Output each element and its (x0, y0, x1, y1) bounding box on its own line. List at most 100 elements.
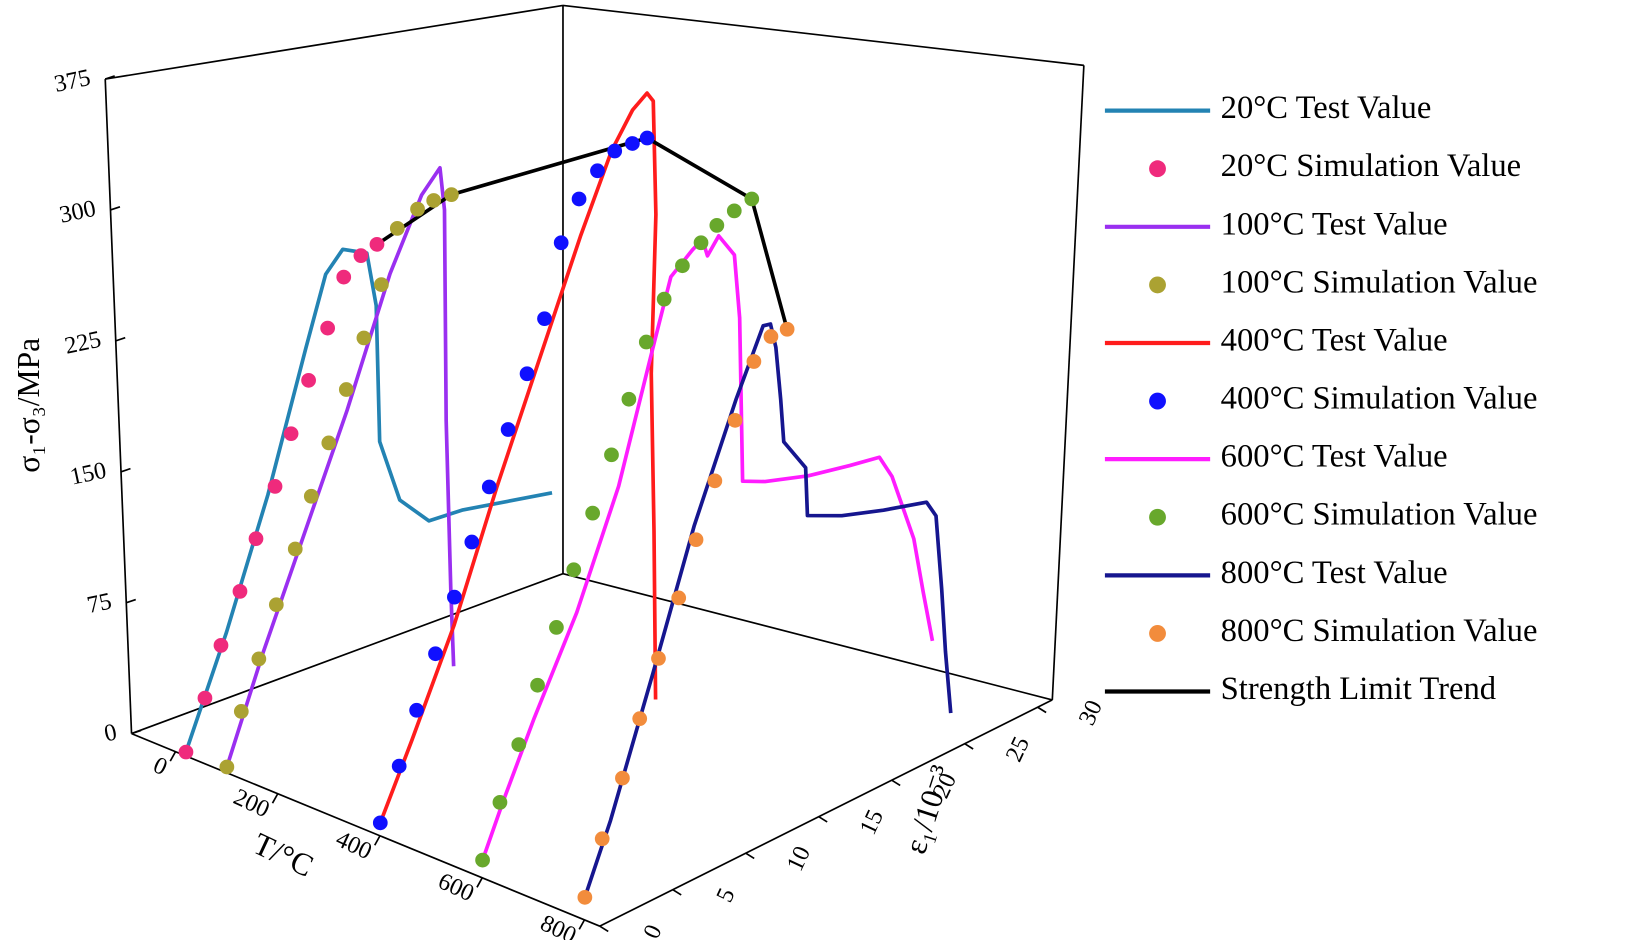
e-tick-mark (599, 925, 609, 933)
legend-label: 20°C Test Value (1221, 90, 1432, 126)
legend-swatch (1149, 160, 1166, 178)
series-point (571, 191, 587, 207)
series-point (604, 447, 619, 463)
y-tick-label: 375 (52, 64, 93, 98)
series-point (372, 815, 388, 831)
series-point (268, 597, 284, 613)
series-point (553, 235, 569, 251)
series-point (197, 690, 213, 706)
e-tick-mark (964, 743, 974, 750)
series-line (583, 322, 953, 898)
series-point (389, 221, 405, 236)
series-point (639, 130, 655, 146)
series-point (219, 759, 235, 775)
series-point (632, 711, 648, 727)
series-point (590, 163, 605, 179)
series-point (779, 321, 795, 337)
series-point (585, 505, 601, 521)
series-point (267, 479, 283, 494)
series-point (353, 248, 369, 264)
series-point (707, 473, 723, 489)
series-point (356, 330, 372, 346)
series-point (519, 366, 535, 382)
series-point (338, 382, 354, 397)
e-tick-label: 15 (854, 806, 889, 839)
legend-swatch (1149, 508, 1166, 526)
legend-label: 20°C Simulation Value (1221, 148, 1522, 184)
legend-label: 600°C Test Value (1221, 439, 1448, 475)
y-tick-mark (115, 336, 126, 342)
frame-line (1051, 65, 1085, 700)
series-point (283, 426, 299, 442)
series-point (374, 277, 389, 292)
y-axis-title: σ₁-σ₃/MPa (11, 338, 46, 473)
series-point (621, 391, 637, 407)
legend-label: 400°C Test Value (1221, 322, 1448, 358)
t-tick-label: 800 (536, 909, 580, 940)
e-tick-mark (818, 815, 828, 823)
t-tick-mark (169, 751, 177, 762)
series-point (369, 236, 385, 252)
series-point (537, 311, 552, 327)
y-tick-label: 150 (68, 457, 109, 491)
series-point (500, 422, 516, 437)
series-point (726, 203, 742, 219)
series-point (744, 191, 760, 207)
y-tick-mark (104, 75, 115, 80)
series-point (409, 702, 424, 718)
series-point (428, 646, 443, 662)
series-point (481, 479, 497, 495)
legend-swatch (1149, 625, 1166, 642)
legend-label: 800°C Simulation Value (1221, 613, 1538, 649)
series-point (675, 258, 690, 274)
legend-label: 100°C Test Value (1221, 206, 1448, 242)
legend-label: 800°C Test Value (1221, 555, 1448, 591)
frame-line (104, 79, 133, 734)
y-tick-mark (131, 729, 142, 735)
series-point (594, 831, 610, 847)
series-point (391, 758, 407, 774)
legend: 20°C Test Value 20°C Simulation Value 100°… (1104, 90, 1538, 707)
legend-label: 600°C Simulation Value (1221, 497, 1538, 533)
series-point (410, 201, 425, 217)
series-point (492, 795, 508, 810)
series-point (464, 534, 480, 550)
series-point (530, 677, 545, 693)
y-tick-label: 0 (102, 718, 119, 747)
series-point (577, 889, 593, 905)
e-tick-label: 5 (711, 884, 741, 906)
series-point (444, 187, 459, 202)
e-tick-mark (672, 888, 682, 896)
series-point (251, 651, 267, 667)
series-line (225, 165, 456, 768)
e-tick-mark (891, 779, 901, 787)
series-point (232, 584, 248, 599)
series-point (178, 744, 194, 760)
e-tick-label: 0 (638, 920, 668, 940)
series-point (287, 541, 303, 557)
t-tick-mark (578, 919, 586, 930)
series-line (184, 247, 553, 753)
legend-label: 100°C Simulation Value (1221, 264, 1538, 300)
t-tick-mark (271, 793, 279, 804)
e-tick-label: 10 (781, 842, 816, 875)
series-point (233, 704, 249, 719)
series-point (321, 435, 337, 451)
series-point (549, 620, 564, 635)
series-point (763, 329, 779, 344)
e-tick-label: 30 (1073, 696, 1108, 729)
t-tick-mark (476, 877, 483, 888)
series-point (671, 590, 687, 606)
plot-area (178, 91, 953, 905)
series-point (709, 218, 725, 233)
series-point (213, 637, 229, 653)
series-point (426, 193, 442, 208)
series-point (615, 770, 630, 786)
e-tick-mark (1037, 706, 1047, 714)
series-point (607, 143, 623, 159)
series-point (746, 354, 762, 369)
frame-line (562, 4, 1084, 67)
t-tick-label: 0 (149, 752, 171, 782)
y-tick-label: 75 (85, 588, 114, 619)
